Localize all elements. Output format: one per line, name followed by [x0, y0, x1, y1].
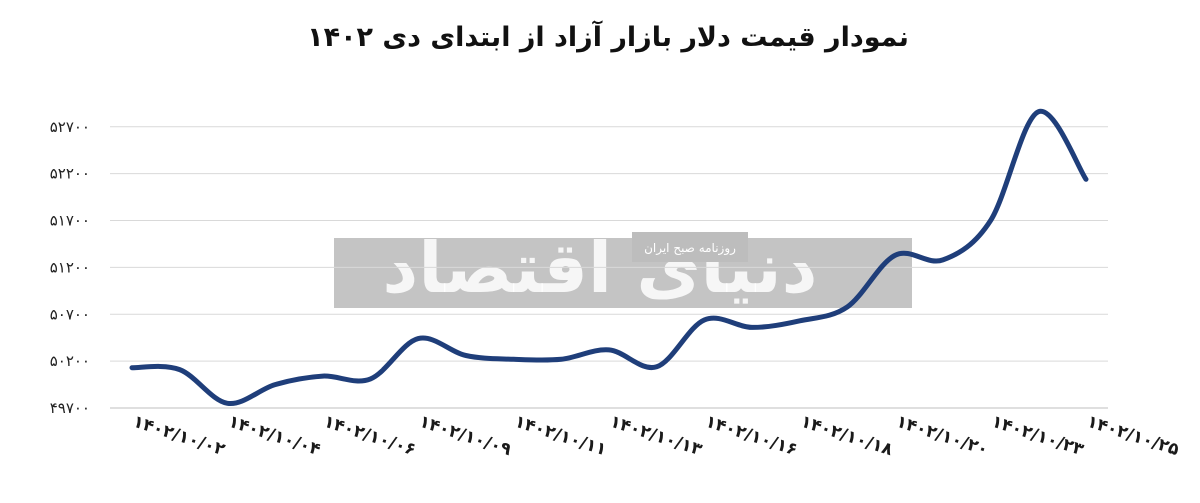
data-point: [273, 383, 277, 387]
data-point: [989, 219, 993, 223]
data-point: [1084, 177, 1088, 181]
y-tick-label: ۵۲۲۰۰: [50, 165, 90, 183]
chart-title: نمودار قیمت دلار بازار آزاد از ابتدای دی…: [307, 20, 909, 53]
data-point: [655, 365, 659, 369]
x-tick-label: ۱۴۰۲/۱۰/۲۳: [989, 412, 1087, 461]
data-point: [702, 318, 706, 322]
x-tick-label: ۱۴۰۲/۱۰/۰۶: [321, 412, 418, 461]
y-axis: ۴۹۷۰۰ ۵۰۲۰۰ ۵۰۷۰۰ ۵۱۲۰۰ ۵۱۷۰۰ ۵۲۲۰۰ ۵۲۷۰۰: [50, 118, 90, 417]
data-point: [130, 366, 134, 370]
x-tick-label: ۱۴۰۲/۱۰/۰۴: [226, 412, 323, 461]
watermark-subtitle: روزنامه صبح ایران: [644, 241, 736, 256]
x-tick-label: ۱۴۰۲/۱۰/۰۲: [130, 412, 228, 461]
data-point: [369, 377, 373, 381]
y-tick-label: ۵۰۷۰۰: [50, 305, 90, 323]
gridlines: [110, 126, 1108, 409]
data-point: [846, 305, 850, 309]
data-point: [416, 337, 420, 341]
y-tick-label: ۵۰۲۰۰: [50, 352, 90, 370]
y-tick-label: ۵۲۷۰۰: [50, 118, 90, 136]
data-point: [798, 319, 802, 323]
data-point: [893, 253, 897, 257]
x-tick-label: ۱۴۰۲/۱۰/۱۶: [703, 412, 800, 461]
data-point: [559, 357, 563, 361]
data-point: [464, 354, 468, 358]
series: [129, 109, 1089, 406]
x-tick-label: ۱۴۰۲/۱۰/۱۳: [607, 412, 705, 461]
data-point: [225, 401, 229, 405]
data-point: [1036, 110, 1040, 114]
data-point: [607, 348, 611, 352]
data-point: [512, 357, 516, 361]
y-tick-label: ۴۹۷۰۰: [50, 399, 90, 417]
y-tick-label: ۵۱۷۰۰: [50, 212, 90, 230]
x-tick-label: ۱۴۰۲/۱۰/۲۰: [894, 412, 991, 461]
watermark: دنیای اقتصاد روزنامه صبح ایران: [334, 227, 912, 309]
data-point: [750, 325, 754, 329]
data-point: [941, 258, 945, 262]
x-tick-label: ۱۴۰۲/۱۰/۰۹: [417, 412, 515, 461]
data-point: [178, 368, 182, 372]
x-tick-label: ۱۴۰۲/۱۰/۲۵: [1084, 412, 1181, 461]
x-tick-label: ۱۴۰۲/۱۰/۱۱: [512, 412, 609, 461]
x-tick-label: ۱۴۰۲/۱۰/۱۸: [798, 412, 896, 461]
x-axis: ۱۴۰۲/۱۰/۰۲۱۴۰۲/۱۰/۰۴۱۴۰۲/۱۰/۰۶۱۴۰۲/۱۰/۰۹…: [130, 412, 1181, 461]
y-tick-label: ۵۱۲۰۰: [50, 258, 90, 276]
series-line-dollar-price: [129, 109, 1089, 406]
watermark-band: [334, 238, 912, 308]
data-point: [321, 374, 325, 378]
watermark-logo-text: دنیای اقتصاد: [382, 227, 817, 309]
watermark-sub-box: [632, 232, 748, 262]
